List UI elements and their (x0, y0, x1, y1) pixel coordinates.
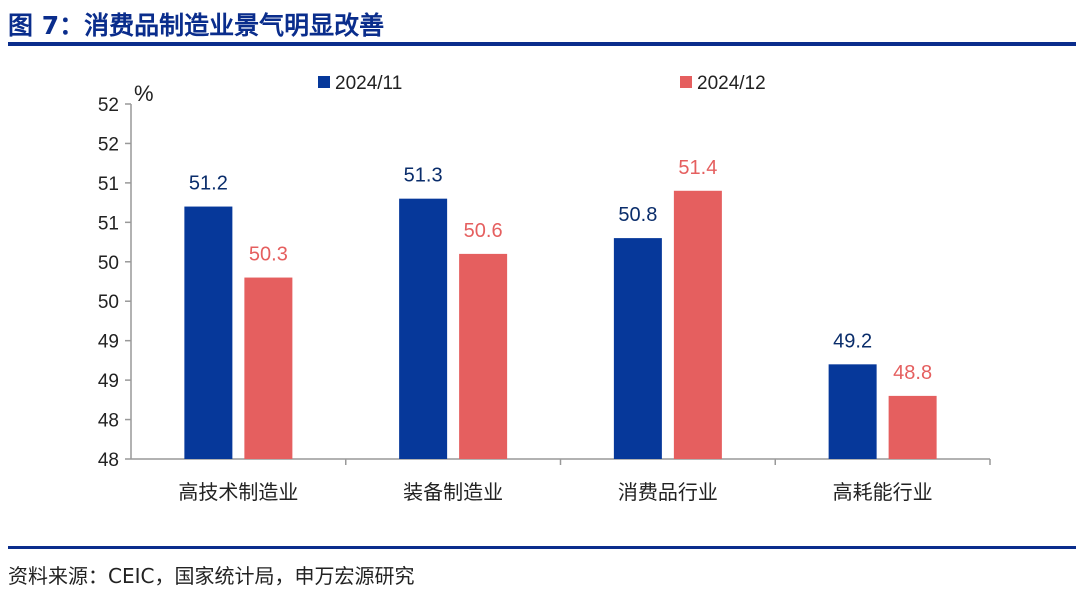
x-category-label: 消费品行业 (618, 480, 718, 504)
y-tick-label: 50 (98, 253, 119, 274)
data-label: 51.4 (678, 157, 717, 179)
bar-1-2 (399, 198, 448, 459)
bar-2-1 (244, 277, 293, 459)
y-tick-label: 48 (98, 450, 119, 471)
data-label: 48.8 (893, 362, 932, 384)
y-tick-label: 49 (98, 332, 119, 353)
x-category-label: 高技术制造业 (178, 480, 298, 504)
y-axis-unit-label: % (134, 81, 154, 106)
y-tick-label: 50 (98, 292, 119, 313)
footer-divider (8, 546, 1076, 549)
y-tick-label: 51 (98, 213, 119, 234)
data-label: 50.3 (249, 244, 288, 266)
data-label: 49.2 (833, 330, 872, 352)
title-divider (8, 42, 1076, 46)
y-tick-label: 52 (98, 95, 119, 116)
data-label: 51.2 (189, 173, 228, 195)
x-category-label: 装备制造业 (403, 480, 503, 504)
legend-swatch-1 (318, 76, 330, 88)
data-label: 51.3 (404, 165, 443, 187)
bar-1-4 (828, 364, 877, 459)
y-tick-label: 48 (98, 411, 119, 432)
x-category-label: 高耗能行业 (833, 480, 933, 504)
bar-1-1 (184, 206, 233, 459)
bar-2-4 (888, 395, 937, 459)
bar-chart: 48 48 49 49 50 50 51 51 52 52 % 51.2 50.3 高技术制造业 51.3 5… (98, 73, 991, 504)
bar-2-3 (673, 190, 722, 459)
y-tick-label: 51 (98, 174, 119, 195)
data-label: 50.6 (464, 220, 503, 242)
figure-title: 图 7：消费品制造业景气明显改善 (8, 11, 385, 40)
source-note: 资料来源：CEIC，国家统计局，申万宏源研究 (8, 564, 415, 588)
legend-label: 2024/11 (335, 73, 402, 94)
bar-2-2 (459, 253, 508, 459)
legend-label: 2024/12 (697, 73, 766, 94)
legend-swatch-2 (680, 76, 692, 88)
y-tick-label: 49 (98, 371, 119, 392)
y-tick-label: 52 (98, 134, 119, 155)
bar-1-3 (613, 238, 662, 459)
data-label: 50.8 (618, 204, 657, 226)
